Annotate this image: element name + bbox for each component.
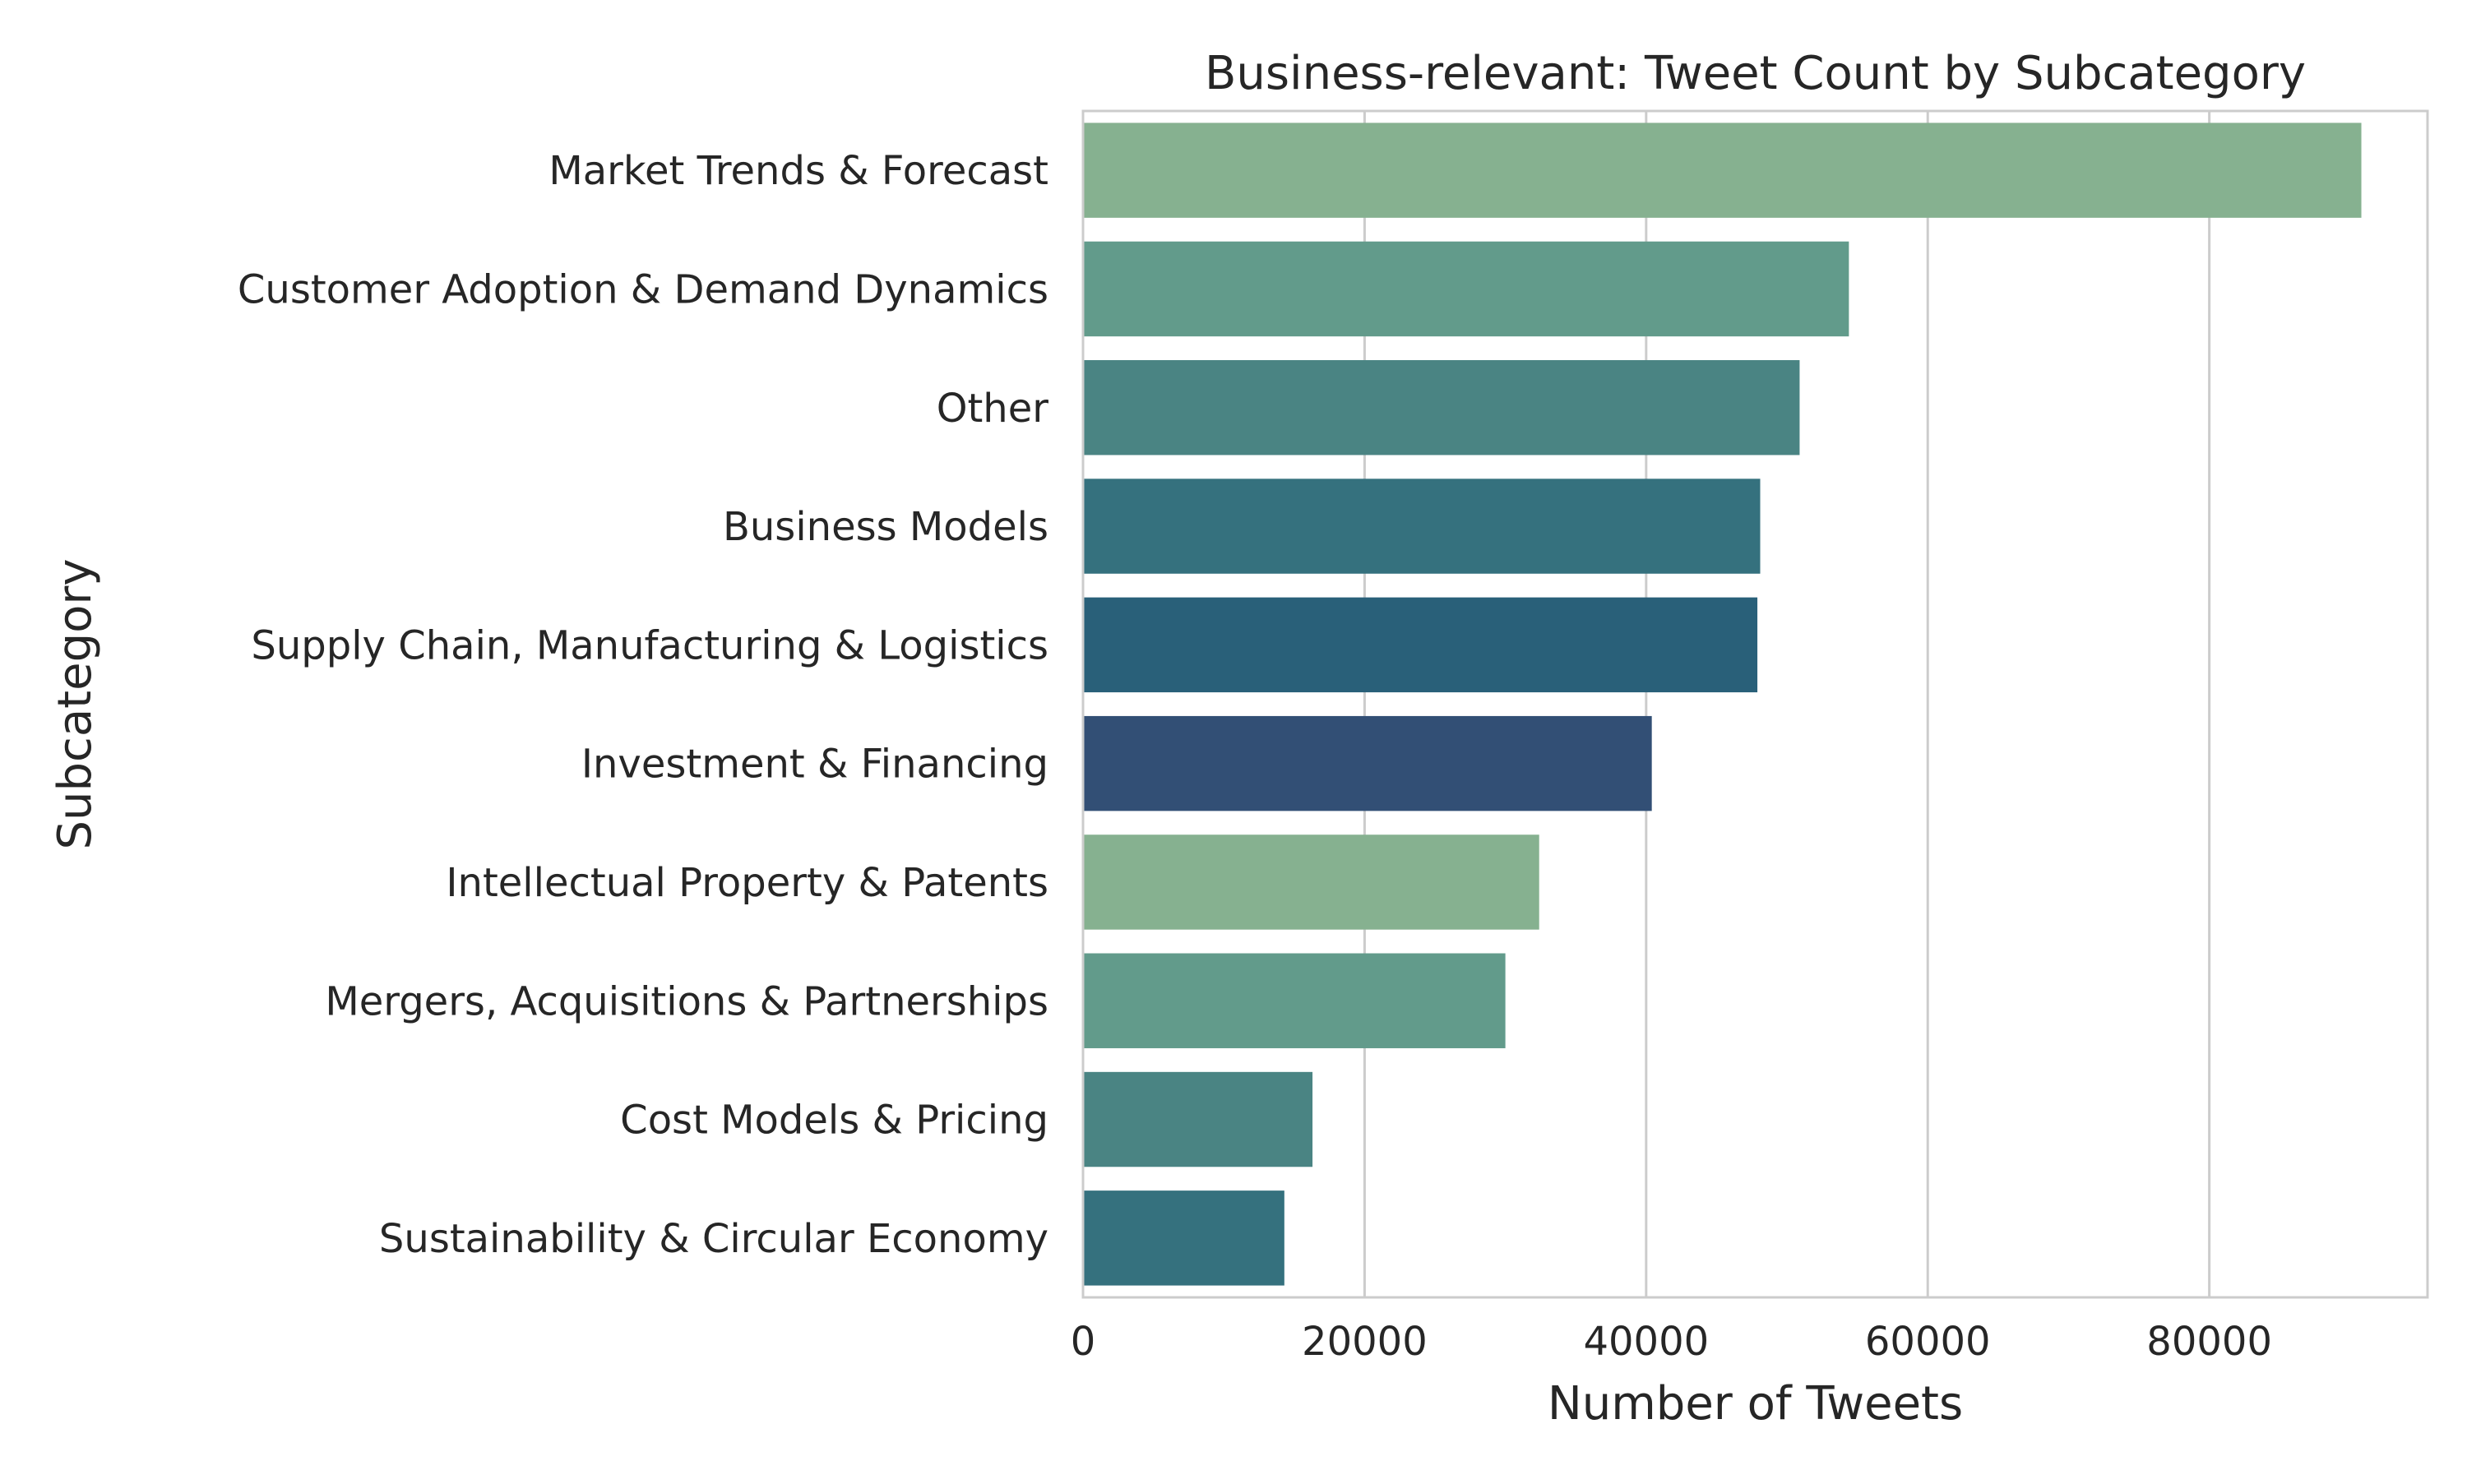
x-tick-labels: 0 20000 40000 60000 80000: [1071, 1319, 2272, 1365]
y-tick-label-1: Market Trends & Forecast: [548, 148, 1048, 194]
bar-8: [1083, 953, 1506, 1048]
bar-3: [1083, 360, 1800, 455]
bar-9: [1083, 1071, 1313, 1167]
chart-title: Business-relevant: Tweet Count by Subcat…: [1205, 47, 2306, 100]
x-tick-label-4: 80000: [2146, 1319, 2272, 1365]
x-tick-label-0: 0: [1071, 1319, 1096, 1365]
bar-4: [1083, 478, 1761, 574]
y-tick-labels: Market Trends & Forecast Customer Adoptio…: [238, 148, 1048, 1262]
y-tick-label-9: Cost Models & Pricing: [620, 1098, 1048, 1144]
y-tick-label-4: Business Models: [723, 504, 1048, 550]
bars: [1083, 123, 2362, 1286]
y-tick-label-2: Customer Adoption & Demand Dynamics: [238, 266, 1048, 312]
y-tick-label-3: Other: [937, 386, 1049, 432]
y-tick-label-8: Mergers, Acquisitions & Partnerships: [325, 978, 1048, 1024]
y-axis-label: Subcategory: [49, 558, 102, 849]
bar-5: [1083, 597, 1758, 693]
x-axis-label: Number of Tweets: [1548, 1377, 1963, 1431]
bar-10: [1083, 1190, 1284, 1286]
y-tick-label-10: Sustainability & Circular Economy: [379, 1216, 1048, 1262]
bar-1: [1083, 123, 2362, 218]
y-tick-label-7: Intellectual Property & Patents: [446, 860, 1048, 906]
y-tick-label-5: Supply Chain, Manufacturing & Logistics: [251, 622, 1048, 668]
bar-7: [1083, 834, 1539, 930]
bar-2: [1083, 241, 1849, 337]
y-tick-label-6: Investment & Financing: [581, 742, 1048, 788]
bar-6: [1083, 715, 1652, 811]
plot-frame: [1081, 109, 2429, 1299]
x-tick-label-2: 40000: [1583, 1319, 1709, 1365]
x-tick-label-3: 60000: [1865, 1319, 1991, 1365]
x-tick-label-1: 20000: [1302, 1319, 1428, 1365]
